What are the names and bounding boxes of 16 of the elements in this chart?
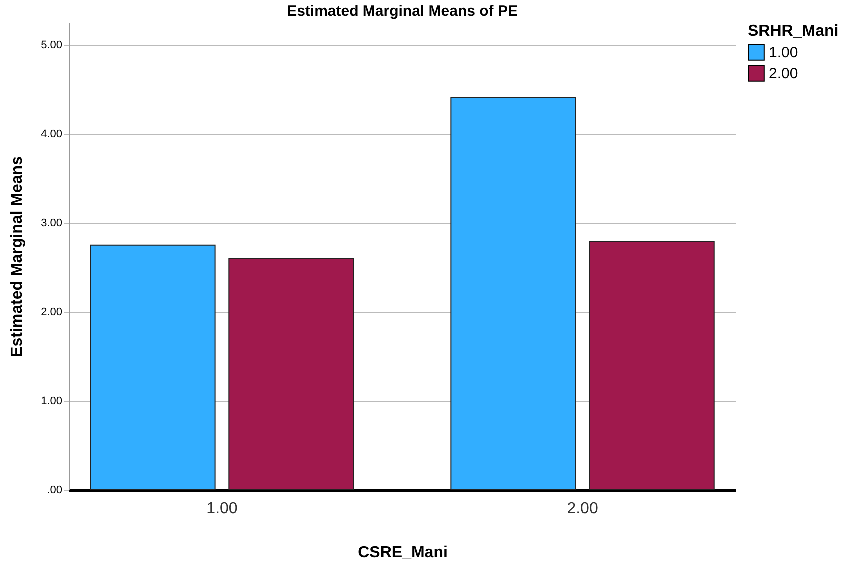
y-tick-label: .00 bbox=[47, 484, 62, 496]
legend-title: SRHR_Mani bbox=[748, 23, 839, 40]
y-tick-label: 5.00 bbox=[41, 40, 62, 52]
legend-label: 2.00 bbox=[769, 66, 798, 82]
chart-title: Estimated Marginal Means of PE bbox=[287, 3, 518, 20]
y-tick-label: 2.00 bbox=[41, 306, 62, 319]
y-tick-label: 3.00 bbox=[41, 218, 62, 230]
bar bbox=[589, 241, 715, 490]
x-axis-title: CSRE_Mani bbox=[358, 544, 448, 562]
bar bbox=[90, 244, 216, 490]
y-tick-label: 4.00 bbox=[41, 128, 62, 141]
bar bbox=[228, 258, 354, 490]
bar bbox=[450, 97, 576, 490]
y-axis-title: Estimated Marginal Means bbox=[9, 156, 26, 358]
y-tick-label: 1.00 bbox=[41, 396, 62, 408]
legend-label: 1.00 bbox=[769, 44, 798, 62]
